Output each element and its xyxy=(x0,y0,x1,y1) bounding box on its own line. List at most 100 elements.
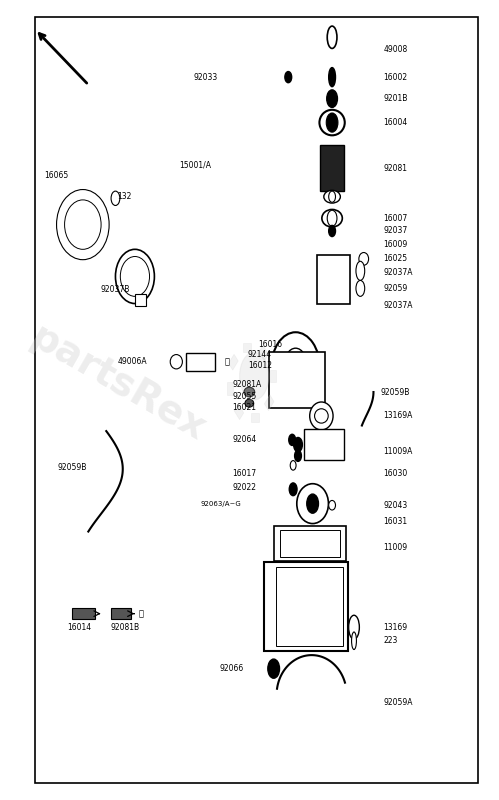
Text: 223: 223 xyxy=(383,636,398,646)
Ellipse shape xyxy=(349,615,359,639)
Text: 15001/A: 15001/A xyxy=(179,160,211,170)
Text: 16030: 16030 xyxy=(383,469,408,478)
Text: 16004: 16004 xyxy=(383,118,408,127)
Bar xyxy=(273,526,346,561)
Circle shape xyxy=(285,71,292,82)
Text: 92043: 92043 xyxy=(383,501,408,510)
Circle shape xyxy=(283,348,308,388)
Bar xyxy=(259,346,268,361)
Text: 92037B: 92037B xyxy=(101,286,130,294)
Bar xyxy=(279,530,340,557)
Circle shape xyxy=(294,450,301,462)
Text: partsRex: partsRex xyxy=(23,318,213,450)
Text: 92064: 92064 xyxy=(233,435,256,444)
Text: 92059B: 92059B xyxy=(381,387,410,397)
Text: 92059A: 92059A xyxy=(383,698,413,707)
Text: 92037A: 92037A xyxy=(383,268,413,277)
Ellipse shape xyxy=(324,190,340,203)
Bar xyxy=(320,145,344,191)
Bar xyxy=(270,370,275,382)
Bar xyxy=(229,354,238,370)
Circle shape xyxy=(240,352,269,400)
Bar xyxy=(135,294,146,306)
Text: 16021: 16021 xyxy=(233,403,256,413)
Text: Ⓐ: Ⓐ xyxy=(225,358,230,366)
Text: 11009: 11009 xyxy=(383,543,407,552)
Ellipse shape xyxy=(329,501,335,510)
Circle shape xyxy=(329,191,335,202)
Circle shape xyxy=(111,191,120,206)
Circle shape xyxy=(326,113,338,132)
Text: 132: 132 xyxy=(117,192,131,202)
Circle shape xyxy=(290,461,296,470)
Text: 92022: 92022 xyxy=(233,483,256,492)
Circle shape xyxy=(327,90,337,107)
Text: 16012: 16012 xyxy=(248,362,272,370)
Text: 92063/A~G: 92063/A~G xyxy=(201,501,242,506)
Ellipse shape xyxy=(244,387,254,397)
Ellipse shape xyxy=(56,190,109,260)
Text: 92144: 92144 xyxy=(248,350,272,359)
Text: 16007: 16007 xyxy=(383,214,408,222)
Text: 49008: 49008 xyxy=(383,45,408,54)
Text: 16017: 16017 xyxy=(233,469,256,478)
Bar xyxy=(225,22,476,408)
Ellipse shape xyxy=(322,210,342,227)
Text: 16016: 16016 xyxy=(258,340,282,349)
Text: 92059: 92059 xyxy=(383,284,408,293)
Circle shape xyxy=(289,483,297,496)
Ellipse shape xyxy=(245,399,253,407)
Bar xyxy=(234,404,244,420)
Ellipse shape xyxy=(170,354,183,369)
Text: 11009A: 11009A xyxy=(383,447,413,456)
Ellipse shape xyxy=(329,67,335,86)
Bar xyxy=(264,395,274,410)
Text: 92081: 92081 xyxy=(383,164,407,174)
Text: 16065: 16065 xyxy=(44,170,68,180)
Text: 92081B: 92081B xyxy=(111,622,140,632)
Circle shape xyxy=(293,438,302,452)
Text: 16031: 16031 xyxy=(383,517,407,526)
Circle shape xyxy=(307,494,318,514)
Ellipse shape xyxy=(319,110,345,135)
Circle shape xyxy=(329,226,335,237)
Text: Ⓐ: Ⓐ xyxy=(139,609,144,618)
Text: 16025: 16025 xyxy=(383,254,407,263)
Ellipse shape xyxy=(271,332,320,404)
Text: 16002: 16002 xyxy=(383,73,407,82)
Ellipse shape xyxy=(297,484,328,523)
Bar xyxy=(186,353,215,370)
Text: 92059B: 92059B xyxy=(57,463,86,472)
Bar xyxy=(251,413,259,422)
Bar xyxy=(227,382,233,395)
Ellipse shape xyxy=(352,632,356,650)
Text: 13169: 13169 xyxy=(383,622,407,632)
Bar xyxy=(264,562,348,651)
Ellipse shape xyxy=(359,253,369,266)
Ellipse shape xyxy=(314,409,328,423)
Text: 92037: 92037 xyxy=(383,226,408,235)
Text: 16014: 16014 xyxy=(67,622,91,632)
Text: 9201B: 9201B xyxy=(383,94,408,103)
Circle shape xyxy=(289,434,295,446)
Circle shape xyxy=(327,210,337,226)
Text: 13169A: 13169A xyxy=(383,411,413,421)
Ellipse shape xyxy=(356,281,365,296)
Bar xyxy=(72,608,95,619)
Text: 49006A: 49006A xyxy=(118,358,148,366)
Ellipse shape xyxy=(356,262,365,281)
Bar xyxy=(244,342,251,352)
Bar xyxy=(269,352,325,408)
Circle shape xyxy=(268,659,279,678)
Text: 92066: 92066 xyxy=(219,664,244,673)
Ellipse shape xyxy=(64,200,101,250)
Ellipse shape xyxy=(327,26,337,49)
Bar xyxy=(316,255,350,304)
Bar xyxy=(276,567,343,646)
Text: 92037A: 92037A xyxy=(383,302,413,310)
Text: 92081A: 92081A xyxy=(233,379,261,389)
Ellipse shape xyxy=(310,402,333,430)
Bar xyxy=(304,430,344,460)
FancyBboxPatch shape xyxy=(37,174,119,274)
Text: 16009: 16009 xyxy=(383,240,408,249)
